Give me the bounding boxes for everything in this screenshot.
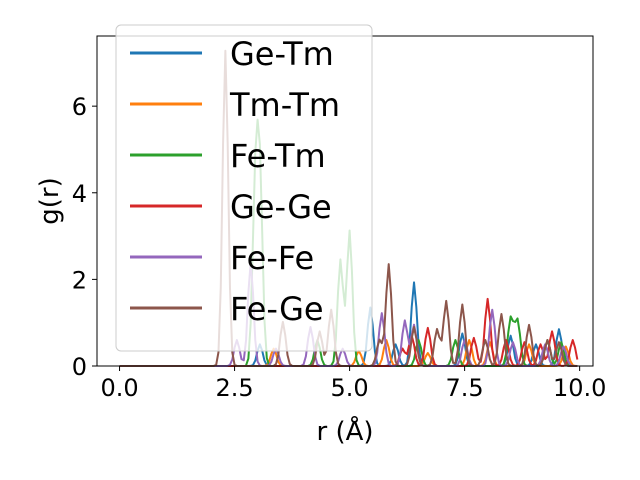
- y-tick-label: 2: [72, 266, 87, 294]
- legend: Ge-Tm Tm-Tm Fe-Tm Ge-Ge Fe-Fe Fe-Ge: [115, 24, 373, 352]
- axis-ticks: 0.0 2.5 5.0 7.5 10.0 0 2 4 6: [72, 93, 607, 402]
- y-tick-label: 0: [72, 353, 87, 381]
- legend-label: Fe-Fe: [230, 239, 314, 277]
- legend-label: Fe-Tm: [230, 137, 326, 175]
- legend-label: Fe-Ge: [230, 290, 324, 328]
- x-tick-label: 10.0: [553, 374, 606, 402]
- y-tick-label: 4: [72, 180, 87, 208]
- x-axis-label: r (Å): [316, 415, 373, 447]
- legend-box: [115, 24, 373, 352]
- legend-label: Tm-Tm: [229, 86, 340, 124]
- x-tick-label: 7.5: [446, 374, 484, 402]
- legend-label: Ge-Ge: [230, 188, 332, 226]
- x-tick-label: 2.5: [215, 374, 253, 402]
- legend-label: Ge-Tm: [230, 35, 334, 73]
- y-tick-label: 6: [72, 93, 87, 121]
- x-tick-label: 0.0: [100, 374, 138, 402]
- y-axis-label: g(r): [35, 177, 65, 224]
- x-tick-label: 5.0: [331, 374, 369, 402]
